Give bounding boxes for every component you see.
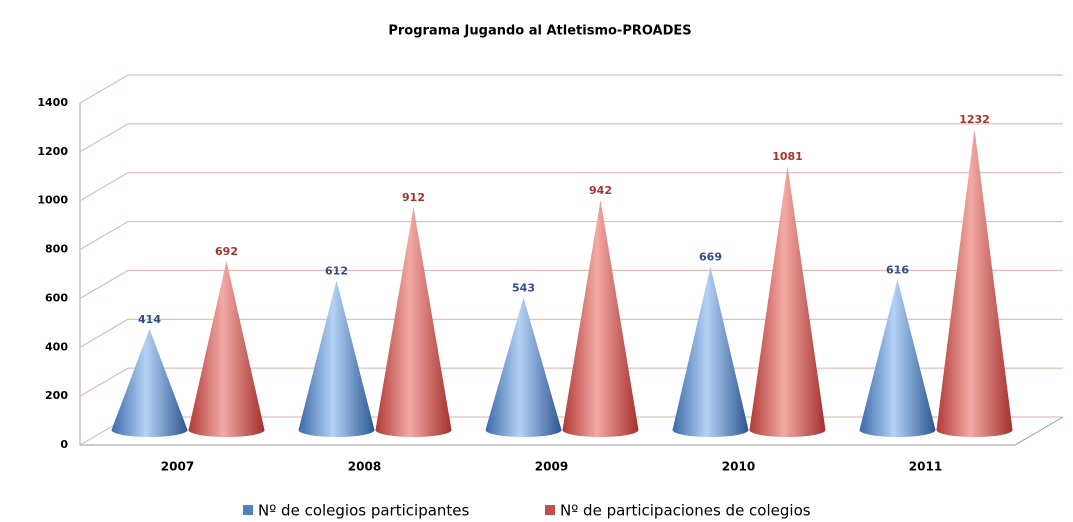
grid-line — [79, 221, 1063, 251]
value-label: 543 — [512, 281, 535, 294]
x-tick-label: 2011 — [909, 460, 942, 474]
value-label: 616 — [886, 264, 909, 277]
value-label: 669 — [699, 251, 722, 264]
grid-line — [79, 74, 1063, 104]
grid-line — [79, 367, 1063, 397]
y-tick-label: 0 — [60, 438, 68, 451]
cone — [859, 279, 936, 437]
grid-line — [79, 172, 1063, 202]
value-label: 1232 — [959, 113, 990, 126]
cone — [485, 297, 562, 437]
legend-label: Nº de colegios participantes — [258, 502, 470, 520]
cone — [111, 328, 188, 437]
grid-line — [79, 269, 1063, 299]
legend-swatch — [545, 505, 555, 515]
y-tick-label: 800 — [45, 243, 68, 256]
x-tick-label: 2007 — [161, 460, 194, 474]
grid-line — [79, 318, 1063, 348]
cone — [298, 280, 375, 437]
y-tick-label: 1000 — [37, 194, 68, 207]
cone — [936, 129, 1013, 438]
chart-title: Programa Jugando al Atletismo-PROADES — [388, 24, 691, 39]
y-tick-label: 1200 — [37, 145, 68, 158]
value-label: 612 — [325, 264, 348, 277]
y-tick-label: 400 — [45, 340, 68, 353]
y-tick-label: 200 — [45, 389, 68, 402]
grid-line — [79, 123, 1063, 153]
cone — [562, 199, 639, 437]
x-tick-label: 2010 — [722, 460, 755, 474]
cone — [672, 266, 749, 437]
value-label: 1081 — [772, 150, 803, 163]
cone — [188, 260, 265, 437]
value-label: 942 — [589, 184, 612, 197]
x-tick-label: 2008 — [348, 460, 381, 474]
y-tick-label: 1400 — [37, 96, 68, 109]
legend-label: Nº de participaciones de colegios — [560, 502, 811, 520]
legend-swatch — [243, 505, 253, 515]
cone — [749, 165, 826, 438]
cone — [375, 207, 452, 437]
x-tick-label: 2009 — [535, 460, 568, 474]
y-tick-label: 600 — [45, 291, 68, 304]
value-label: 912 — [402, 191, 425, 204]
value-label: 414 — [138, 313, 161, 326]
value-label: 692 — [215, 245, 238, 258]
floor — [80, 416, 1064, 446]
